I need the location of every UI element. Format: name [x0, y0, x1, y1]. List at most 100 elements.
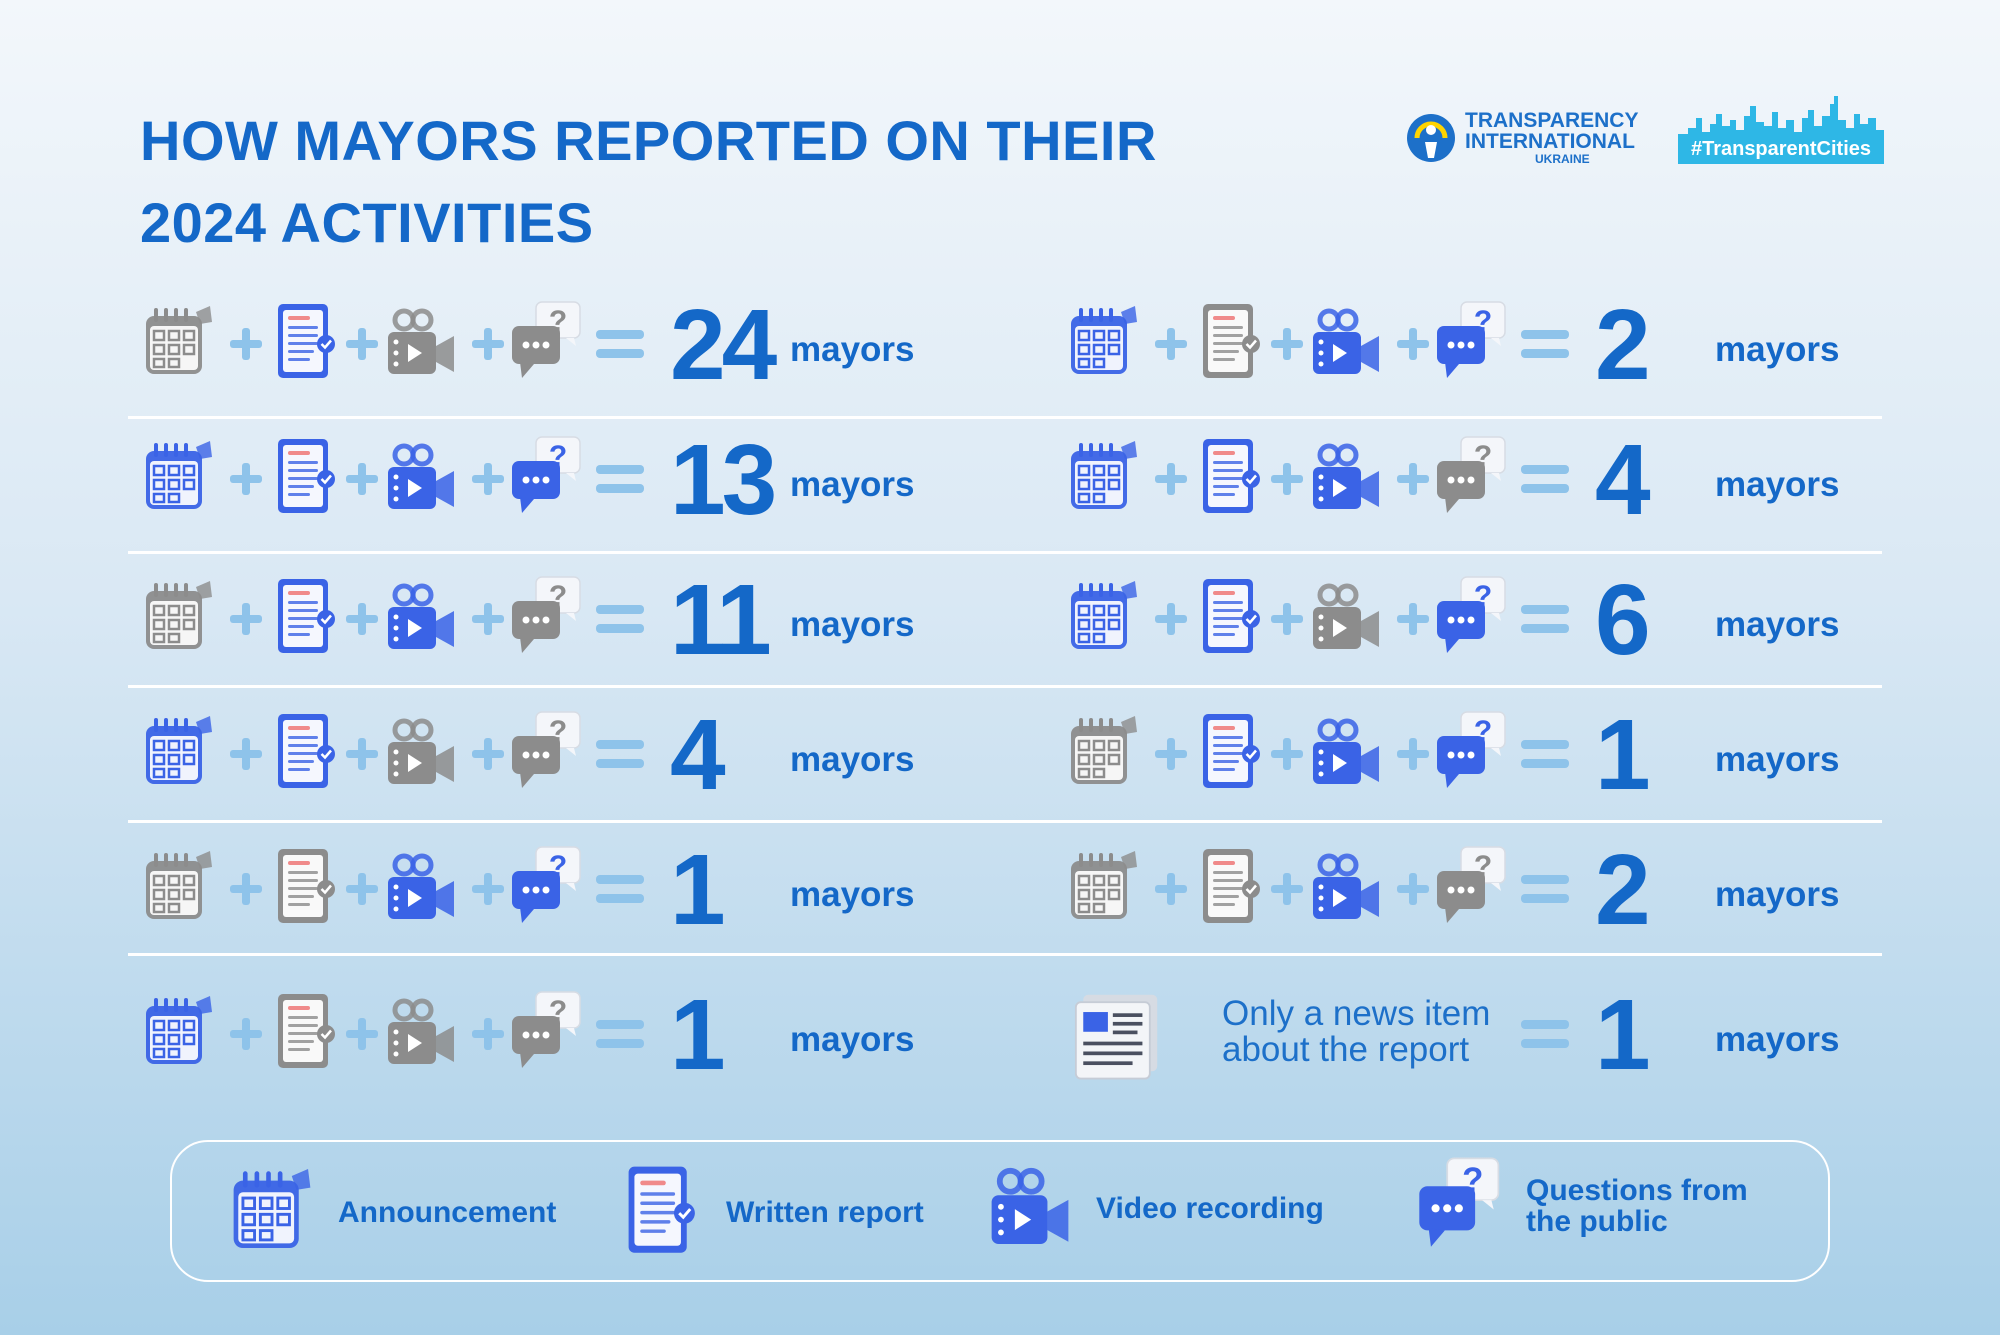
questions-icon — [1433, 710, 1511, 796]
mayors-label: mayors — [790, 465, 915, 504]
legend-written-report-label: Written report — [726, 1195, 924, 1229]
video-recording-icon — [1307, 845, 1385, 931]
ti-emblem-icon — [1407, 114, 1455, 162]
written-report-icon — [1191, 710, 1269, 796]
plus-icon — [344, 871, 380, 907]
plus-icon — [1269, 736, 1305, 772]
announcement-icon — [140, 300, 218, 386]
equals-icon — [1519, 601, 1571, 637]
mayor-count: 6 — [1595, 564, 1651, 676]
announcement-icon — [140, 990, 218, 1076]
announcement-icon — [1065, 575, 1143, 661]
legend-written-report: Written report — [612, 1162, 924, 1262]
plus-icon — [344, 601, 380, 637]
plus-icon — [1269, 326, 1305, 362]
written-report-icon — [266, 300, 344, 386]
plus-icon — [344, 461, 380, 497]
equals-icon — [1519, 461, 1571, 497]
plus-icon — [1153, 461, 1189, 497]
announcement-icon — [140, 845, 218, 931]
mayors-label: mayors — [790, 605, 915, 644]
legend-video-recording: Video recording — [982, 1158, 1324, 1258]
equals-icon — [594, 736, 646, 772]
plus-icon — [1395, 601, 1431, 637]
plus-icon — [470, 736, 506, 772]
mayor-count: 4 — [1595, 424, 1651, 536]
video-recording-icon — [1307, 710, 1385, 796]
announcement-icon — [140, 710, 218, 796]
questions-icon — [1433, 845, 1511, 931]
plus-icon — [1153, 736, 1189, 772]
written-report-icon — [1191, 435, 1269, 521]
plus-icon — [470, 461, 506, 497]
mayor-count: 24 — [670, 289, 777, 401]
equals-icon — [594, 1016, 646, 1052]
mayor-count: 13 — [670, 424, 777, 536]
ti-logo-line-3: UKRAINE — [1535, 152, 1590, 166]
plus-icon — [1269, 871, 1305, 907]
plus-icon — [470, 1016, 506, 1052]
plus-icon — [1395, 736, 1431, 772]
video-recording-icon — [382, 710, 460, 796]
ti-logo-line-1: TRANSPARENCY — [1465, 109, 1639, 132]
announcement-icon — [1065, 845, 1143, 931]
row-divider — [128, 820, 1882, 823]
mayors-label: mayors — [790, 330, 915, 369]
equals-icon — [1519, 871, 1571, 907]
questions-icon — [508, 300, 586, 386]
plus-icon — [228, 736, 264, 772]
questions-icon — [1433, 575, 1511, 661]
equals-icon — [1519, 1016, 1571, 1052]
questions-icon — [508, 710, 586, 796]
plus-icon — [228, 871, 264, 907]
plus-icon — [470, 326, 506, 362]
equals-icon — [1519, 326, 1571, 362]
plus-icon — [344, 326, 380, 362]
written-report-icon — [266, 990, 344, 1076]
plus-icon — [344, 1016, 380, 1052]
plus-icon — [1153, 601, 1189, 637]
written-report-icon — [612, 1162, 708, 1262]
mayor-count: 2 — [1595, 834, 1651, 946]
plus-icon — [228, 1016, 264, 1052]
transparency-international-logo: TRANSPARENCY INTERNATIONAL UKRAINE — [1405, 110, 1638, 166]
questions-icon — [1433, 435, 1511, 521]
plus-icon — [1395, 326, 1431, 362]
mayor-count: 11 — [670, 564, 772, 676]
row-divider — [128, 416, 1882, 419]
mayors-label: mayors — [1715, 605, 1840, 644]
newspaper-icon — [1074, 994, 1158, 1080]
announcement-icon — [1065, 300, 1143, 386]
mayors-label: mayors — [1715, 1020, 1840, 1059]
video-recording-icon — [382, 845, 460, 931]
title-line-2: 2024 ACTIVITIES — [140, 191, 594, 254]
plus-icon — [1153, 326, 1189, 362]
questions-icon — [1433, 300, 1511, 386]
plus-icon — [1153, 871, 1189, 907]
written-report-icon — [266, 435, 344, 521]
news-item-text-line-2: about the report — [1222, 1030, 1470, 1069]
mayor-count: 1 — [1595, 979, 1651, 1091]
video-recording-icon — [382, 575, 460, 661]
legend-announcement-label: Announcement — [338, 1195, 557, 1229]
ti-logo-line-2: INTERNATIONAL — [1465, 130, 1635, 153]
mayor-count: 2 — [1595, 289, 1651, 401]
legend-questions-label-2: the public — [1526, 1205, 1668, 1238]
legend-questions-label-1: Questions from — [1526, 1174, 1748, 1207]
row-divider — [128, 551, 1882, 554]
plus-icon — [1395, 871, 1431, 907]
announcement-icon — [1065, 435, 1143, 521]
mayor-count: 1 — [670, 979, 726, 1091]
written-report-icon — [266, 710, 344, 796]
questions-icon — [508, 435, 586, 521]
video-recording-icon — [382, 435, 460, 521]
mayors-label: mayors — [790, 1020, 915, 1059]
plus-icon — [344, 736, 380, 772]
video-recording-icon — [382, 990, 460, 1076]
equals-icon — [594, 326, 646, 362]
mayors-label: mayors — [1715, 330, 1840, 369]
plus-icon — [1269, 461, 1305, 497]
mayor-count: 1 — [1595, 699, 1651, 811]
mayors-label: mayors — [1715, 465, 1840, 504]
plus-icon — [1269, 601, 1305, 637]
